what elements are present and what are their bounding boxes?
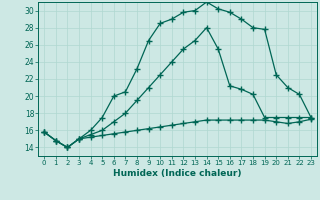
X-axis label: Humidex (Indice chaleur): Humidex (Indice chaleur) (113, 169, 242, 178)
